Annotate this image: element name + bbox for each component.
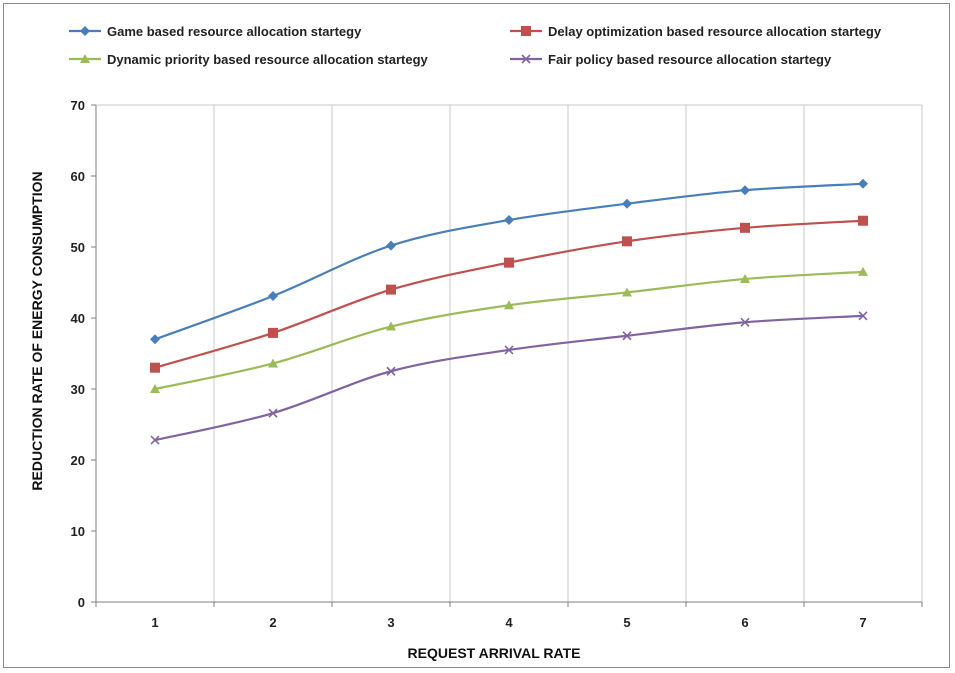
x-tick-label: 3 xyxy=(387,615,394,630)
data-point-series-1 xyxy=(622,198,632,209)
y-axis-title: REDUCTION RATE OF ENERGY CONSUMPTION xyxy=(29,171,45,490)
data-point-series-3 xyxy=(150,384,160,393)
data-point-series-4 xyxy=(504,345,514,355)
data-point-series-3 xyxy=(386,321,396,331)
data-point-series-4 xyxy=(858,311,868,321)
legend-marker xyxy=(80,54,90,63)
data-point-series-1 xyxy=(740,185,750,196)
legend-item-2: Delay optimization based resource alloca… xyxy=(510,24,882,39)
data-point-series-4 xyxy=(268,408,278,418)
y-tick-label: 30 xyxy=(71,382,85,397)
y-tick-label: 50 xyxy=(71,240,85,255)
data-point-series-3 xyxy=(622,287,632,297)
x-tick-label: 4 xyxy=(505,615,513,630)
marker-x-stroke xyxy=(740,317,750,327)
x-tick-label: 5 xyxy=(623,615,630,630)
legend-marker xyxy=(521,54,531,64)
legend-item-3: Dynamic priority based resource allocati… xyxy=(69,52,429,67)
legend-marker xyxy=(521,26,531,36)
data-point-series-1 xyxy=(858,178,868,189)
y-tick-label: 40 xyxy=(71,311,85,326)
marker-x-stroke xyxy=(858,311,868,321)
marker-x-stroke xyxy=(521,54,531,64)
marker-x-stroke xyxy=(504,345,514,355)
marker-x-stroke xyxy=(386,366,396,376)
y-tick-label: 20 xyxy=(71,453,85,468)
plot-area: 0 10 20 30 40 50 60 70 1 2 3 4 5 6 7 xyxy=(71,98,923,630)
data-point-series-3 xyxy=(504,300,514,310)
legend-item-1: Game based resource allocation startegy xyxy=(69,24,362,39)
data-point-series-2 xyxy=(858,215,868,226)
legend-marker xyxy=(80,26,90,36)
x-tick-label: 1 xyxy=(151,615,158,630)
legend-label: Dynamic priority based resource allocati… xyxy=(107,52,429,67)
data-point-series-1 xyxy=(386,240,396,251)
data-point-series-2 xyxy=(622,236,632,247)
chart-frame: Game based resource allocation startegy D… xyxy=(3,3,950,668)
data-point-series-4 xyxy=(622,331,632,341)
data-point-series-2 xyxy=(150,362,160,373)
legend-label: Game based resource allocation startegy xyxy=(107,24,362,39)
y-tick-label: 0 xyxy=(78,595,85,610)
data-point-series-4 xyxy=(740,317,750,327)
line-chart: Game based resource allocation startegy D… xyxy=(29,24,923,661)
data-point-series-3 xyxy=(858,266,868,276)
marker-x-stroke xyxy=(622,331,632,341)
y-tick-label: 70 xyxy=(71,98,85,113)
x-tick-label: 6 xyxy=(741,615,748,630)
legend-label: Delay optimization based resource alloca… xyxy=(548,24,882,39)
data-point-series-2 xyxy=(740,222,750,233)
data-point-series-2 xyxy=(504,257,514,268)
plot-background xyxy=(96,105,922,602)
data-point-series-1 xyxy=(150,334,160,345)
data-point-series-3 xyxy=(740,273,750,283)
legend-label: Fair policy based resource allocation st… xyxy=(548,52,832,67)
marker-x-stroke xyxy=(268,408,278,418)
x-axis-title: REQUEST ARRIVAL RATE xyxy=(408,645,581,661)
x-tick-label: 2 xyxy=(269,615,276,630)
data-point-series-3 xyxy=(268,358,278,368)
data-point-series-1 xyxy=(268,290,278,301)
legend: Game based resource allocation startegy D… xyxy=(69,24,882,67)
x-tick-label: 7 xyxy=(859,615,866,630)
data-point-series-4 xyxy=(150,435,160,445)
legend-item-4: Fair policy based resource allocation st… xyxy=(510,52,832,67)
data-point-series-2 xyxy=(386,284,396,295)
y-tick-label: 10 xyxy=(71,524,85,539)
y-tick-label: 60 xyxy=(71,169,85,184)
data-point-series-2 xyxy=(268,327,278,338)
data-point-series-4 xyxy=(386,366,396,376)
data-point-series-1 xyxy=(504,215,514,226)
marker-x-stroke xyxy=(150,435,160,445)
